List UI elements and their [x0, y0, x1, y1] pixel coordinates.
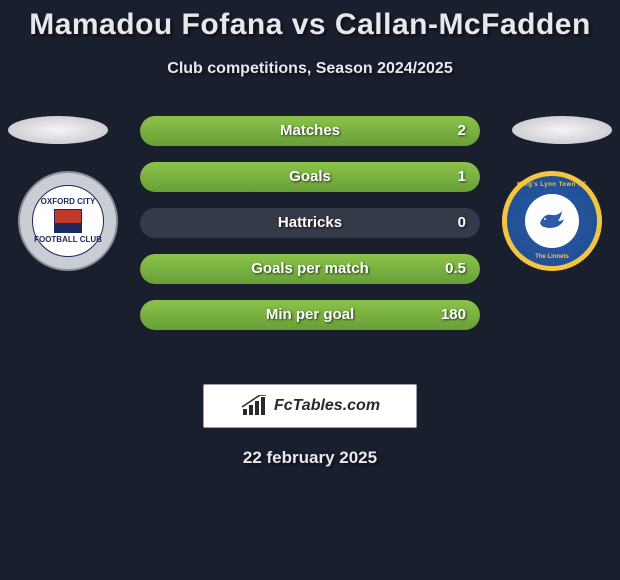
badge-left-text-top: OXFORD CITY [41, 197, 96, 207]
comparison-card: Mamadou Fofana vs Callan-McFadden Club c… [0, 0, 620, 468]
stat-row: Goals1 [140, 162, 480, 192]
stat-value-right: 0.5 [445, 254, 466, 284]
shield-icon [54, 209, 82, 233]
stat-label: Matches [140, 116, 480, 146]
player-marker-right [512, 116, 612, 144]
badge-right-name: King's Lynn Town FC [507, 182, 597, 188]
page-subtitle: Club competitions, Season 2024/2025 [0, 60, 620, 78]
badge-right-inner [525, 194, 579, 248]
brand-badge: FcTables.com [203, 384, 417, 428]
badge-right-outer: King's Lynn Town FC The Linnets [502, 171, 602, 271]
stat-row: Goals per match0.5 [140, 254, 480, 284]
stat-row: Min per goal180 [140, 300, 480, 330]
chart-icon [240, 395, 268, 417]
stat-value-right: 2 [458, 116, 466, 146]
page-title: Mamadou Fofana vs Callan-McFadden [0, 8, 620, 42]
stat-rows: Matches2Goals1Hattricks0Goals per match0… [140, 116, 480, 346]
bird-icon [534, 203, 570, 239]
badge-right-subtitle: The Linnets [507, 254, 597, 260]
player-marker-left [8, 116, 108, 144]
stat-row: Matches2 [140, 116, 480, 146]
stat-label: Hattricks [140, 208, 480, 238]
stat-value-right: 0 [458, 208, 466, 238]
badge-left-text-bottom: FOOTBALL CLUB [34, 235, 102, 245]
comparison-area: OXFORD CITY FOOTBALL CLUB King's Lynn To… [0, 116, 620, 366]
stat-value-right: 1 [458, 162, 466, 192]
badge-left-inner: OXFORD CITY FOOTBALL CLUB [32, 185, 104, 257]
comparison-date: 22 february 2025 [0, 448, 620, 468]
stat-label: Goals per match [140, 254, 480, 284]
club-badge-right: King's Lynn Town FC The Linnets [502, 171, 602, 271]
brand-text: FcTables.com [274, 397, 380, 415]
stat-label: Min per goal [140, 300, 480, 330]
stat-value-right: 180 [441, 300, 466, 330]
badge-left-outer: OXFORD CITY FOOTBALL CLUB [18, 171, 118, 271]
stat-label: Goals [140, 162, 480, 192]
stat-row: Hattricks0 [140, 208, 480, 238]
club-badge-left: OXFORD CITY FOOTBALL CLUB [18, 171, 118, 271]
